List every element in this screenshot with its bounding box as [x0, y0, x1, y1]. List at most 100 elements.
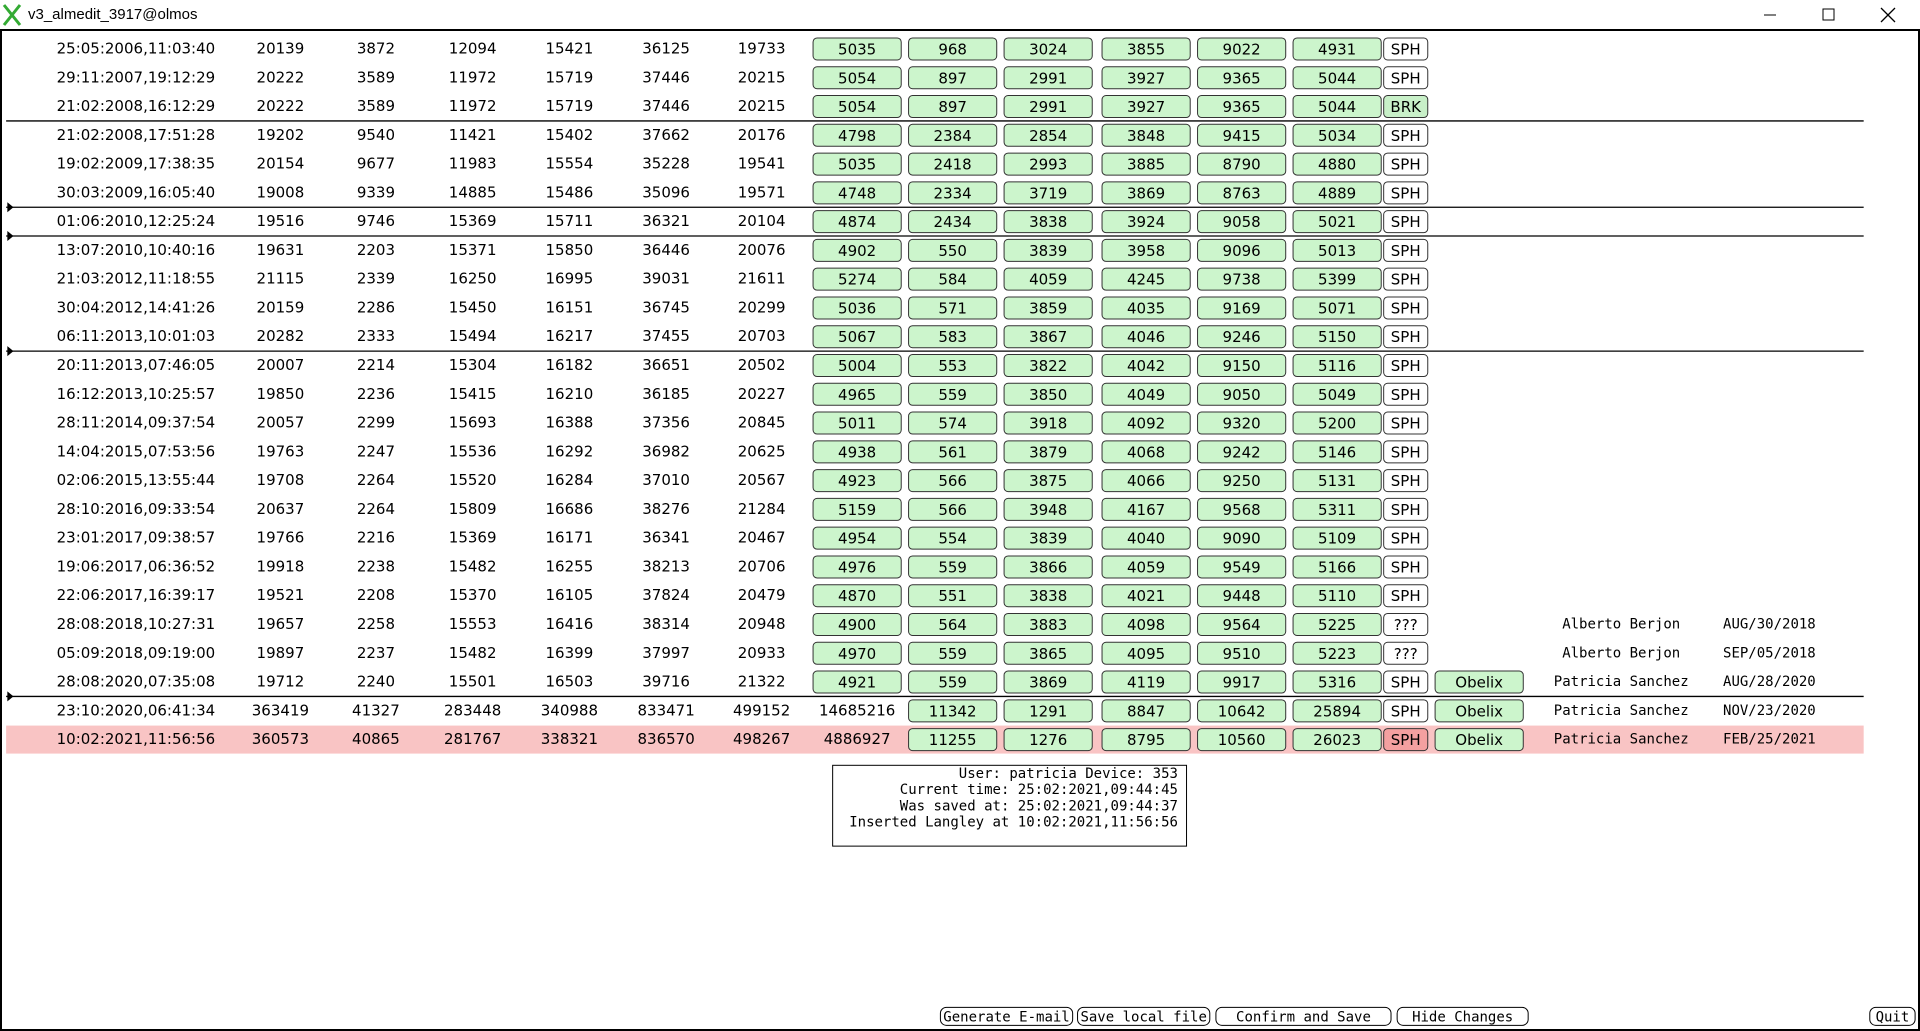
- value-button[interactable]: [908, 555, 998, 579]
- value-button[interactable]: [908, 267, 998, 291]
- value-button-label[interactable]: 566: [938, 472, 967, 490]
- value-button-label[interactable]: 1291: [1029, 702, 1067, 720]
- value-button[interactable]: [1292, 641, 1382, 665]
- value-button[interactable]: [1003, 210, 1093, 234]
- value-button[interactable]: [1292, 267, 1382, 291]
- name-button-label[interactable]: Obelix: [1455, 731, 1503, 749]
- value-button[interactable]: [1292, 66, 1382, 90]
- value-button[interactable]: [812, 641, 902, 665]
- value-button-label[interactable]: 11342: [929, 702, 977, 720]
- value-button[interactable]: [1003, 325, 1093, 349]
- value-button-label[interactable]: 5150: [1318, 328, 1356, 346]
- value-button[interactable]: [1003, 584, 1093, 608]
- tag-button-label[interactable]: SPH: [1391, 674, 1421, 692]
- value-button-label[interactable]: 4874: [838, 213, 876, 231]
- value-button-label[interactable]: 9568: [1223, 501, 1261, 519]
- tag-button[interactable]: [1383, 354, 1429, 378]
- value-button-label[interactable]: 8790: [1223, 156, 1261, 174]
- value-button-label[interactable]: 4954: [838, 530, 876, 548]
- value-button-label[interactable]: 559: [938, 386, 967, 404]
- value-button[interactable]: [1003, 555, 1093, 579]
- tag-button[interactable]: [1383, 641, 1429, 665]
- value-button-label[interactable]: 4035: [1127, 299, 1165, 317]
- value-button-label[interactable]: 5225: [1318, 616, 1356, 634]
- value-button-label[interactable]: 3719: [1029, 184, 1067, 202]
- value-button-label[interactable]: 5109: [1318, 530, 1356, 548]
- value-button[interactable]: [1197, 382, 1287, 406]
- value-button[interactable]: [812, 123, 902, 147]
- value-button-label[interactable]: 4167: [1127, 501, 1165, 519]
- tag-button[interactable]: [1383, 728, 1429, 752]
- value-button[interactable]: [812, 37, 902, 61]
- tag-button[interactable]: [1383, 296, 1429, 320]
- tag-button-label[interactable]: SPH: [1391, 213, 1421, 231]
- tag-button[interactable]: [1383, 123, 1429, 147]
- tag-button-label[interactable]: SPH: [1391, 415, 1421, 433]
- value-button-label[interactable]: 26023: [1313, 731, 1361, 749]
- value-button-label[interactable]: 4098: [1127, 616, 1165, 634]
- tag-button[interactable]: [1383, 584, 1429, 608]
- name-button[interactable]: [1434, 728, 1524, 752]
- value-button[interactable]: [908, 238, 998, 262]
- value-button[interactable]: [908, 411, 998, 435]
- value-button-label[interactable]: 5311: [1318, 501, 1356, 519]
- value-button-label[interactable]: 574: [938, 415, 967, 433]
- value-button[interactable]: [1197, 612, 1287, 636]
- value-button-label[interactable]: 4059: [1029, 271, 1067, 289]
- value-button-label[interactable]: 4068: [1127, 443, 1165, 461]
- value-button-label[interactable]: 897: [938, 69, 967, 87]
- value-button[interactable]: [908, 728, 998, 752]
- value-button-label[interactable]: 551: [938, 587, 967, 605]
- value-button-label[interactable]: 2991: [1029, 98, 1067, 116]
- value-button[interactable]: [1292, 670, 1382, 694]
- value-button[interactable]: [1003, 411, 1093, 435]
- value-button[interactable]: [812, 670, 902, 694]
- value-button[interactable]: [908, 440, 998, 464]
- value-button-label[interactable]: 5035: [838, 40, 876, 58]
- value-button[interactable]: [1003, 66, 1093, 90]
- tag-button-label[interactable]: BRK: [1390, 98, 1422, 116]
- value-button[interactable]: [1197, 267, 1287, 291]
- value-button-label[interactable]: 3865: [1029, 645, 1067, 663]
- value-button-label[interactable]: 2854: [1029, 127, 1067, 145]
- value-button[interactable]: [1292, 728, 1382, 752]
- value-button[interactable]: [812, 354, 902, 378]
- value-button-label[interactable]: 5044: [1318, 69, 1356, 87]
- value-button-label[interactable]: 10560: [1218, 731, 1266, 749]
- value-button-label[interactable]: 2384: [934, 127, 972, 145]
- tag-button-label[interactable]: ???: [1394, 616, 1418, 634]
- value-button-label[interactable]: 4798: [838, 127, 876, 145]
- value-button-label[interactable]: 9246: [1223, 328, 1261, 346]
- action-button-label[interactable]: Hide Changes: [1412, 1009, 1513, 1025]
- value-button-label[interactable]: 5131: [1318, 472, 1356, 490]
- value-button[interactable]: [1292, 296, 1382, 320]
- value-button[interactable]: [1197, 670, 1287, 694]
- value-button[interactable]: [812, 411, 902, 435]
- value-button[interactable]: [1101, 296, 1191, 320]
- value-button-label[interactable]: 9738: [1223, 271, 1261, 289]
- value-button-label[interactable]: 9169: [1223, 299, 1261, 317]
- value-button-label[interactable]: 559: [938, 674, 967, 692]
- value-button[interactable]: [908, 526, 998, 550]
- tag-button-label[interactable]: SPH: [1391, 299, 1421, 317]
- value-button-label[interactable]: 553: [938, 357, 967, 375]
- value-button[interactable]: [908, 497, 998, 521]
- value-button-label[interactable]: 2434: [934, 213, 972, 231]
- value-button[interactable]: [1292, 612, 1382, 636]
- value-button[interactable]: [1292, 123, 1382, 147]
- value-button-label[interactable]: 5013: [1318, 242, 1356, 260]
- value-button[interactable]: [1101, 152, 1191, 176]
- value-button[interactable]: [1003, 152, 1093, 176]
- value-button-label[interactable]: 9050: [1223, 386, 1261, 404]
- value-button[interactable]: [1101, 210, 1191, 234]
- value-button[interactable]: [1003, 95, 1093, 119]
- value-button[interactable]: [908, 612, 998, 636]
- tag-button-label[interactable]: SPH: [1391, 184, 1421, 202]
- tag-button[interactable]: [1383, 440, 1429, 464]
- value-button-label[interactable]: 968: [938, 40, 967, 58]
- value-button[interactable]: [1003, 670, 1093, 694]
- tag-button-label[interactable]: SPH: [1391, 501, 1421, 519]
- value-button[interactable]: [1197, 37, 1287, 61]
- value-button[interactable]: [1003, 382, 1093, 406]
- restore[interactable]: [1822, 8, 1835, 21]
